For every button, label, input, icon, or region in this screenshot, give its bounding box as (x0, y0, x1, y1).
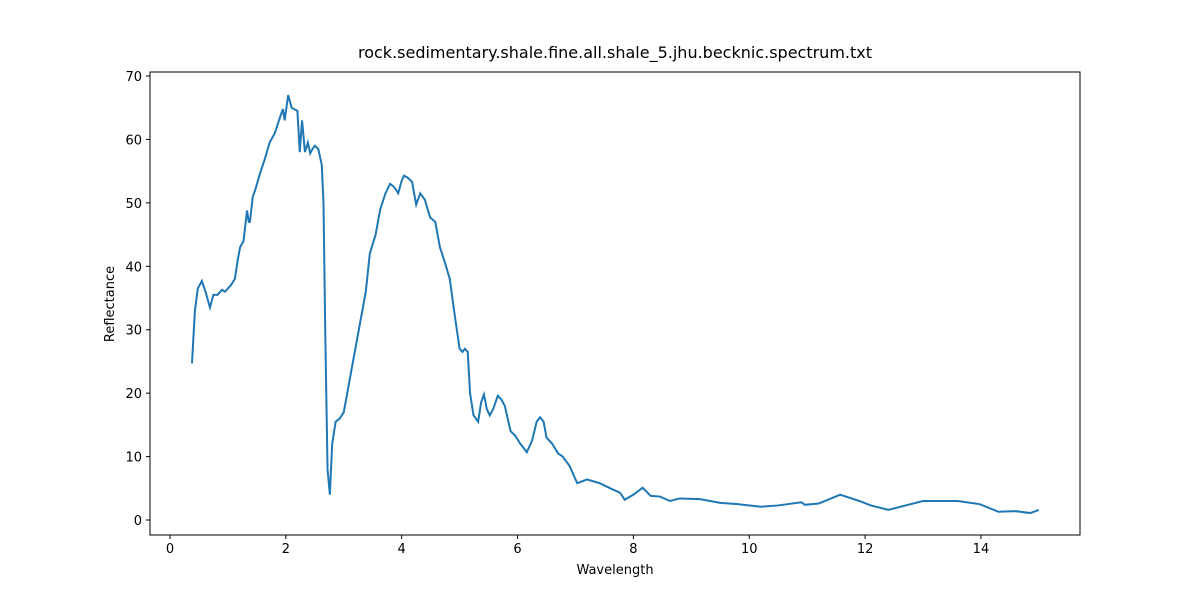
y-axis-label: Reflectance (103, 266, 118, 342)
x-tick-label: 14 (973, 542, 990, 557)
x-tick-label: 6 (513, 542, 521, 557)
x-tick-label: 0 (166, 542, 174, 557)
x-tick-label: 4 (398, 542, 406, 557)
y-tick-label: 50 (125, 197, 142, 212)
chart-title: rock.sedimentary.shale.fine.all.shale_5.… (358, 43, 872, 63)
data-line (190, 94, 1040, 515)
y-tick-label: 20 (125, 387, 142, 402)
y-tick-label: 30 (125, 324, 142, 339)
y-tick-label: 70 (125, 70, 142, 85)
plot-frame (149, 71, 1081, 536)
x-tick-label: 12 (857, 542, 874, 557)
y-tick-label: 60 (125, 133, 142, 148)
y-tick-label: 40 (125, 260, 142, 275)
y-tick-label: 10 (125, 451, 142, 466)
x-tick-label: 8 (629, 542, 637, 557)
x-axis-label: Wavelength (576, 563, 653, 578)
x-tick-label: 10 (741, 542, 758, 557)
y-tick-label: 0 (134, 514, 142, 529)
x-tick-label: 2 (282, 542, 290, 557)
